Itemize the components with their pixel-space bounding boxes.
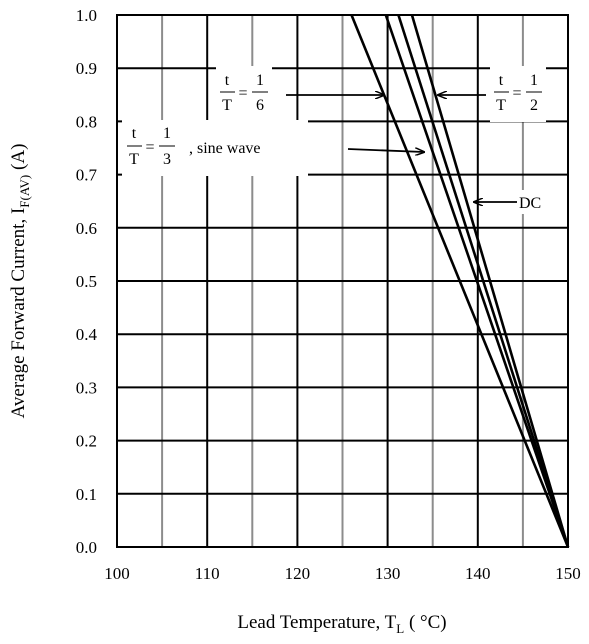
- annotation-sixth-eq: =: [238, 85, 247, 102]
- y-tick-label: 0.1: [76, 485, 97, 504]
- annotation-half-den: 2: [530, 97, 538, 114]
- annotation-third-T: T: [129, 151, 139, 168]
- y-tick-label: 0.3: [76, 378, 97, 397]
- y-tick-label: 0.0: [76, 538, 97, 557]
- annotation-half: t T = 1 2: [438, 66, 546, 122]
- x-tick-label: 120: [285, 564, 311, 583]
- x-tick-label: 100: [104, 564, 130, 583]
- annotation-sixth-den: 6: [256, 97, 264, 114]
- y-tick-label: 0.8: [76, 112, 97, 131]
- annotation-third-suffix: , sine wave: [189, 140, 261, 157]
- y-tick-label: 1.0: [76, 6, 97, 25]
- annotation-sixth-T: T: [222, 97, 232, 114]
- y-tick-label: 0.7: [76, 166, 98, 185]
- annotation-third-box: [122, 120, 308, 176]
- x-tick-label: 110: [195, 564, 220, 583]
- series-line: [410, 14, 570, 548]
- annotation-third: t T = 1 3 , sine wave: [122, 120, 424, 176]
- x-tick-label: 130: [375, 564, 401, 583]
- annotation-third-arrow: [347, 149, 424, 152]
- annotation-dc-box: [517, 190, 557, 214]
- series-line: [397, 14, 570, 548]
- y-tick-label: 0.6: [76, 219, 97, 238]
- annotation-half-box: [490, 66, 546, 122]
- annotation-third-den: 3: [163, 151, 171, 168]
- annotation-sixth: t T = 1 6: [216, 66, 384, 122]
- series-line: [384, 14, 570, 548]
- annotation-dc: DC: [474, 190, 557, 214]
- annotation-half-t: t: [499, 72, 504, 89]
- annotation-sixth-num: 1: [256, 72, 264, 89]
- annotation-third-t: t: [132, 125, 137, 142]
- x-tick-label: 150: [555, 564, 581, 583]
- annotation-sixth-t: t: [225, 72, 230, 89]
- x-tick-labels: 100 110 120 130 140 150: [104, 564, 581, 583]
- series-group: [350, 14, 570, 548]
- annotation-half-eq: =: [512, 85, 521, 102]
- y-tick-label: 0.9: [76, 59, 97, 78]
- y-axis-title: Average Forward Current, IF(AV) (A): [8, 144, 32, 419]
- y-tick-label: 0.4: [76, 325, 98, 344]
- annotation-sixth-box: [216, 66, 272, 122]
- annotation-half-T: T: [496, 97, 506, 114]
- y-tick-label: 0.5: [76, 272, 97, 291]
- y-tick-labels: 0.0 0.1 0.2 0.3 0.4 0.5 0.6 0.7 0.8 0.9 1.0: [76, 6, 98, 557]
- plot-frame: [116, 14, 569, 548]
- y-tick-label: 0.2: [76, 432, 97, 451]
- annotation-third-num: 1: [163, 125, 171, 142]
- x-tick-label: 140: [465, 564, 491, 583]
- series-line: [350, 14, 570, 548]
- annotation-third-eq: =: [145, 139, 154, 156]
- annotation-dc-label: DC: [519, 195, 541, 212]
- annotation-half-num: 1: [530, 72, 538, 89]
- x-axis-title: Lead Temperature, TL ( °C): [237, 612, 446, 636]
